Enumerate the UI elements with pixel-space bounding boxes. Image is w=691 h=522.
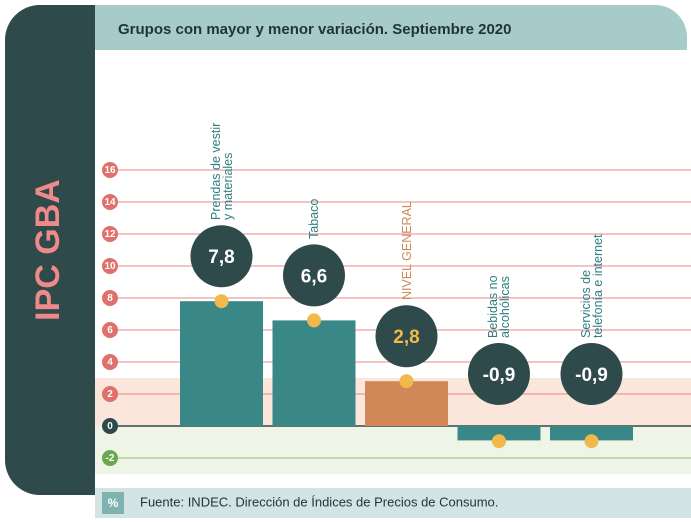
value-label: 7,8 xyxy=(208,247,234,268)
bar xyxy=(273,320,356,426)
page: IPC GBA Grupos con mayor y menor variaci… xyxy=(0,0,691,522)
footer-badge: % xyxy=(108,496,119,510)
y-tick-label: 4 xyxy=(107,357,113,368)
y-tick-label: 2 xyxy=(107,389,113,400)
side-label: IPC GBA xyxy=(29,179,67,321)
value-label: 2,8 xyxy=(393,327,419,348)
y-tick-label: 8 xyxy=(107,293,113,304)
category-label: Tabaco xyxy=(308,134,320,239)
category-label: NIVEL GENERAL xyxy=(401,195,413,300)
y-tick-label: 6 xyxy=(107,325,113,336)
value-label: 6,6 xyxy=(301,266,327,287)
bar-dot xyxy=(307,313,321,327)
y-tick-label: -2 xyxy=(106,453,115,464)
value-label: -0,9 xyxy=(575,365,608,386)
category-label: Prendas de vestir y materiales xyxy=(210,115,234,220)
category-label: Bebidas no alcohólicas xyxy=(487,233,511,338)
y-tick-label: 10 xyxy=(104,261,116,272)
footer-source: Fuente: INDEC. Dirección de Índices de P… xyxy=(140,494,498,509)
bar-dot xyxy=(585,434,599,448)
bar-dot xyxy=(215,294,229,308)
y-tick-label: 0 xyxy=(107,421,113,432)
value-label: -0,9 xyxy=(483,365,516,386)
chart-title: Grupos con mayor y menor variación. Sept… xyxy=(118,21,511,38)
category-label: Servicios de telefonía e internet xyxy=(580,233,604,338)
y-tick-label: 14 xyxy=(104,197,116,208)
y-tick-label: 12 xyxy=(104,229,116,240)
y-tick-label: 16 xyxy=(104,165,116,176)
bar-dot xyxy=(492,434,506,448)
bar xyxy=(180,301,263,426)
bar-dot xyxy=(400,374,414,388)
